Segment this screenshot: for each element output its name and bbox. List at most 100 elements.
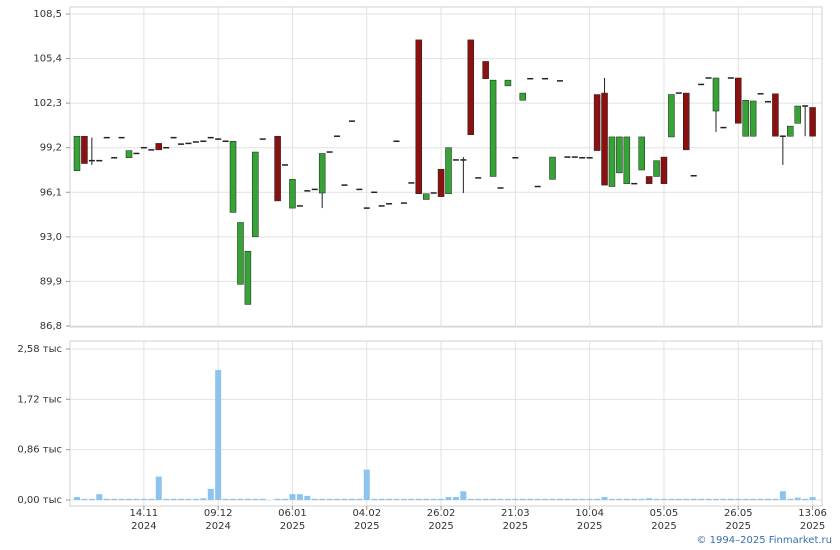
volume-bar xyxy=(608,498,615,500)
volume-bar xyxy=(497,498,504,500)
volume-bar xyxy=(311,498,318,500)
volume-bar xyxy=(111,498,118,500)
x-tick-label: 26.05 2025 xyxy=(723,508,753,532)
candle-flat xyxy=(207,136,214,139)
candle-flat xyxy=(178,143,185,145)
volume-bar xyxy=(519,498,526,500)
candle-body xyxy=(155,143,162,151)
volume-bar xyxy=(259,498,266,500)
volume-bar xyxy=(482,498,489,500)
candle-flat xyxy=(140,146,147,149)
y-tick-label: 102,3 xyxy=(33,98,62,109)
volume-bar xyxy=(155,476,162,500)
candle-flat xyxy=(556,80,563,82)
candle-body xyxy=(88,159,95,162)
volume-bar xyxy=(742,498,749,500)
volume-bar xyxy=(705,498,712,500)
candle-body xyxy=(787,125,794,137)
x-tick-label: 13.06 2025 xyxy=(798,508,827,532)
volume-bar xyxy=(408,498,415,500)
candle-flat xyxy=(764,100,771,103)
volume-bar xyxy=(438,498,445,500)
candle-body xyxy=(668,94,675,138)
y-tick-label: 96,1 xyxy=(40,187,62,198)
volume-bar xyxy=(215,370,222,500)
volume-bar xyxy=(668,498,675,500)
candle-flat xyxy=(430,192,437,194)
candle-flat xyxy=(148,149,155,151)
volume-bar xyxy=(698,498,705,500)
volume-bar xyxy=(289,494,296,500)
candle-flat xyxy=(185,142,192,145)
candle-flat xyxy=(586,157,593,159)
candle-body xyxy=(467,39,475,136)
volume-bar xyxy=(653,498,660,500)
candle-flat xyxy=(579,157,586,159)
candle-body xyxy=(252,151,259,238)
candle-flat xyxy=(534,185,541,188)
volume-bar xyxy=(504,498,511,500)
volume-bar xyxy=(586,498,593,500)
volume-bar xyxy=(348,498,355,500)
volume-bar xyxy=(393,498,400,500)
volume-bar xyxy=(549,498,556,500)
candle-flat xyxy=(757,93,764,95)
candle-flat xyxy=(393,140,400,142)
volume-bar xyxy=(341,498,348,500)
candle-flat xyxy=(371,191,378,194)
candle-body xyxy=(593,94,601,151)
x-tick-label: 04.02 2025 xyxy=(352,508,382,532)
volume-bar xyxy=(163,498,170,500)
volume-bar xyxy=(527,498,534,500)
volume-bar xyxy=(757,498,764,500)
candle-body xyxy=(274,135,281,202)
price-frame xyxy=(69,6,823,328)
volume-bar xyxy=(452,497,459,500)
x-tick-label: 14.11 2024 xyxy=(129,508,159,532)
volume-bar xyxy=(616,498,623,500)
candle-body xyxy=(712,77,720,112)
volume-bar xyxy=(356,498,363,500)
volume-bar xyxy=(556,498,563,500)
volume-bar xyxy=(727,498,734,500)
volume-bar xyxy=(170,498,177,500)
candle-body xyxy=(794,105,801,124)
candle-body xyxy=(437,169,445,197)
candle-flat xyxy=(326,151,333,153)
x-tick-label: 09.12 2024 xyxy=(203,508,233,532)
volume-bar xyxy=(371,498,378,500)
volume-bar xyxy=(579,498,586,500)
volume-bar xyxy=(192,498,199,500)
candle-flat xyxy=(690,175,697,177)
volume-bar xyxy=(534,498,541,500)
candle-body xyxy=(237,222,244,285)
candle-flat xyxy=(192,141,199,143)
x-tick-label: 21.03 2025 xyxy=(501,508,530,532)
volume-bar xyxy=(675,498,682,500)
volume-bar xyxy=(475,498,482,500)
candle-body xyxy=(229,140,237,213)
candle-flat xyxy=(356,188,363,191)
volume-bar xyxy=(594,498,601,500)
volume-bar xyxy=(252,498,259,500)
x-tick-label: 05.05 2025 xyxy=(649,508,679,532)
candle-body xyxy=(489,79,497,177)
y-tick-label: 108,5 xyxy=(33,9,62,20)
volume-bar xyxy=(512,498,519,500)
volume-bar xyxy=(282,498,289,500)
candle-flat xyxy=(259,138,266,140)
volume-bar xyxy=(802,498,809,500)
candle-flat xyxy=(96,159,103,162)
volume-bar xyxy=(467,498,474,500)
y-tick-label: 89,9 xyxy=(40,276,62,287)
volume-bar xyxy=(178,498,185,500)
candle-body xyxy=(318,153,326,194)
volume-bar xyxy=(445,497,452,500)
candle-body xyxy=(460,159,467,161)
candle-body xyxy=(519,92,527,101)
x-tick-label: 26.02 2025 xyxy=(426,508,456,532)
y-tick-label: 2,58 тыс xyxy=(17,344,62,355)
volume-bar xyxy=(794,497,801,500)
candle-body xyxy=(415,39,423,194)
